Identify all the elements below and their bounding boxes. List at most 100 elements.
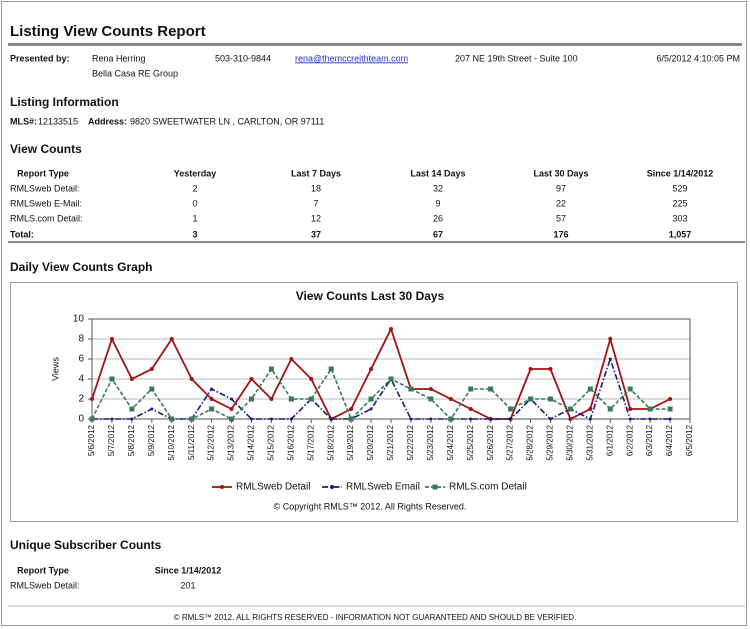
section-heading: Listing Information: [10, 95, 119, 109]
y-axis-label: Views: [50, 357, 60, 381]
point-marker: [428, 387, 433, 391]
column-header: Last 30 Days: [533, 168, 588, 178]
total-cell: 176: [553, 229, 568, 239]
presenter-company: Bella Casa RE Group: [92, 68, 178, 78]
x-tick-label: 5/18/2012: [326, 424, 335, 460]
point-marker: [169, 337, 174, 341]
table-cell: 26: [433, 213, 443, 223]
point-marker: [229, 416, 235, 422]
point-marker: [568, 417, 573, 421]
presenter-address: 207 NE 19th Street - Suite 100: [455, 53, 578, 63]
table-cell: RMLSweb Detail:: [10, 580, 80, 590]
point-marker: [567, 406, 573, 412]
point-marker: [548, 367, 553, 371]
point-marker: [268, 366, 274, 372]
table-cell: RMLS.com Detail:: [10, 213, 83, 223]
column-header: Since 1/14/2012: [647, 168, 714, 178]
x-tick-label: 5/29/2012: [546, 424, 555, 460]
point-marker: [189, 416, 195, 422]
table-cell: 22: [556, 198, 566, 208]
point-marker: [667, 406, 673, 412]
table-cell: RMLSweb E-Mail:: [10, 198, 82, 208]
point-marker: [448, 416, 454, 422]
mls-label: MLS#:: [10, 116, 37, 126]
point-marker: [368, 396, 374, 402]
point-marker: [588, 407, 593, 411]
point-marker: [209, 397, 214, 401]
section-heading: Unique Subscriber Counts: [10, 538, 162, 552]
presenter-email[interactable]: rena@themccreithteam.com: [295, 53, 408, 63]
point-marker: [288, 396, 294, 402]
x-tick-label: 6/4/2012: [665, 424, 674, 456]
point-marker: [508, 406, 514, 412]
total-cell: Total:: [10, 229, 34, 239]
x-tick-label: 5/15/2012: [267, 424, 276, 460]
x-tick-label: 5/27/2012: [506, 424, 515, 460]
table-cell: 7: [313, 198, 318, 208]
x-tick-label: 5/6/2012: [87, 424, 96, 456]
x-tick-label: 5/14/2012: [247, 424, 256, 460]
x-tick-label: 5/28/2012: [526, 424, 535, 460]
y-tick-label: 8: [78, 334, 84, 345]
column-header: Yesterday: [174, 168, 217, 178]
point-marker: [90, 397, 94, 401]
point-marker: [608, 357, 612, 361]
point-marker: [230, 397, 234, 401]
series-line: [92, 356, 671, 421]
point-marker: [189, 377, 194, 381]
point-marker: [429, 417, 433, 421]
x-tick-label: 5/16/2012: [286, 424, 295, 460]
report-title: Listing View Counts Report: [10, 23, 206, 40]
point-marker: [150, 407, 154, 411]
table-cell: 225: [672, 198, 687, 208]
table-cell: 2: [192, 183, 197, 193]
point-marker: [110, 417, 114, 421]
x-tick-label: 5/23/2012: [426, 424, 435, 460]
x-tick-label: 5/21/2012: [386, 424, 395, 460]
presenter-name: Rena Herring: [92, 53, 146, 63]
footer: © RMLS™ 2012. ALL RIGHTS RESERVED - INFO…: [174, 613, 577, 622]
table-cell: 9: [435, 198, 440, 208]
point-marker: [210, 387, 214, 391]
section-heading: View Counts: [10, 142, 82, 156]
point-marker: [149, 386, 155, 392]
table-cell: 1: [192, 213, 197, 223]
point-marker: [489, 417, 493, 421]
column-header: Report Type: [17, 565, 69, 575]
point-marker: [588, 417, 592, 421]
point-marker: [648, 417, 652, 421]
x-tick-label: 6/5/2012: [685, 424, 694, 456]
point-marker: [329, 417, 333, 421]
point-marker: [528, 367, 533, 371]
column-header: Last 7 Days: [291, 168, 341, 178]
point-marker: [468, 407, 473, 411]
point-marker: [409, 417, 413, 421]
table-cell: 201: [180, 580, 195, 590]
point-marker: [89, 416, 95, 422]
x-tick-label: 5/17/2012: [306, 424, 315, 460]
point-marker: [668, 417, 672, 421]
x-tick-label: 5/30/2012: [566, 424, 575, 460]
point-marker: [369, 367, 374, 371]
table-cell: 32: [433, 183, 443, 193]
y-tick-label: 10: [73, 314, 85, 325]
point-marker: [608, 337, 613, 341]
point-marker: [129, 406, 135, 412]
x-tick-label: 5/19/2012: [346, 424, 355, 460]
point-marker: [628, 417, 632, 421]
x-tick-label: 6/3/2012: [645, 424, 654, 456]
point-marker: [389, 327, 393, 331]
x-tick-label: 5/10/2012: [167, 424, 176, 460]
legend-marker: [330, 485, 334, 489]
point-marker: [488, 386, 494, 392]
point-marker: [348, 416, 354, 422]
point-marker: [109, 337, 114, 341]
point-marker: [269, 417, 273, 421]
point-marker: [130, 417, 134, 421]
point-marker: [587, 386, 593, 392]
point-marker: [149, 367, 154, 371]
y-tick-label: 6: [78, 354, 84, 365]
table-cell: RMLSweb Detail:: [10, 183, 80, 193]
point-marker: [547, 396, 553, 402]
column-header: Report Type: [17, 168, 69, 178]
